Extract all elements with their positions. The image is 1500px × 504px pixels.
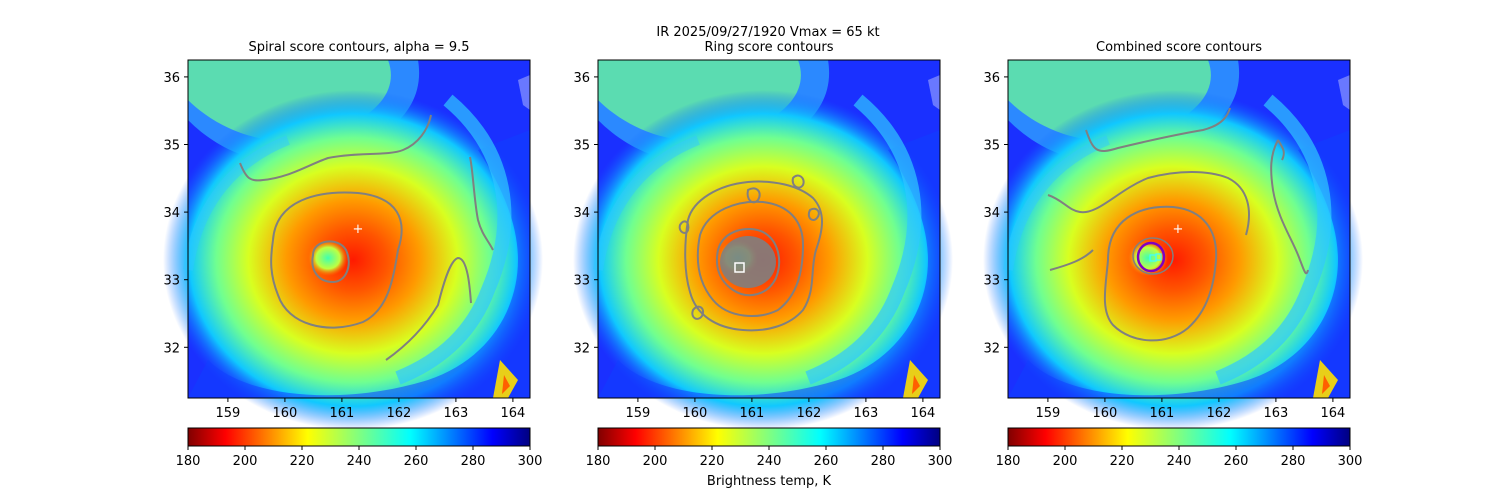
colorbar-tick-label: 180 (176, 454, 201, 469)
y-tick-label: 33 (983, 274, 1000, 289)
center-marker-square-2 (1155, 253, 1162, 261)
x-tick-label: 162 (796, 406, 821, 421)
x-tick-label: 162 (386, 406, 411, 421)
x-tick-label: 161 (739, 406, 764, 421)
axes-ticks: 159 160 161 162 163 164 32 33 34 35 36 (163, 71, 525, 421)
y-tick-label: 34 (983, 206, 1000, 221)
x-tick-label: 159 (215, 406, 240, 421)
colorbar-tick-label: 300 (518, 454, 543, 469)
colorbar-tick-label: 260 (814, 454, 839, 469)
panel-title: Ring score contours (704, 40, 833, 55)
ring-score-contours (678, 174, 823, 332)
x-tick-label: 160 (272, 406, 297, 421)
x-tick-label: 164 (1320, 406, 1345, 421)
colorbar-tick-label: 280 (871, 454, 896, 469)
axes-ticks: 159 160 161 162 163 164 32 33 34 35 36 (573, 71, 935, 421)
panel-spiral: Spiral score contours, alpha = 9.5 + 159… (163, 40, 543, 430)
colorbar-tick-label: 220 (1110, 454, 1135, 469)
y-tick-label: 32 (573, 341, 590, 356)
colorbar-tick-label: 300 (1338, 454, 1363, 469)
colorbar-tick-label: 260 (1224, 454, 1249, 469)
colorbar-tick-label: 240 (347, 454, 372, 469)
center-marker: + (353, 222, 364, 237)
colorbar-tick-label: 180 (996, 454, 1021, 469)
x-tick-label: 159 (625, 406, 650, 421)
colorbar-ticks: 180 200 220 240 260 280 300 (586, 446, 953, 469)
x-tick-label: 162 (1206, 406, 1231, 421)
axes-frame (1007, 59, 1351, 399)
y-tick-label: 33 (163, 274, 180, 289)
colorbar-gradient (187, 427, 531, 447)
center-marker: + (1173, 222, 1184, 237)
x-tick-label: 161 (329, 406, 354, 421)
colorbar-gradient (597, 427, 941, 447)
colorbar-2: 180 200 220 240 260 280 300 Brightness temp, K (586, 427, 953, 489)
colorbar-ticks: 180 200 220 240 260 280 300 (176, 446, 543, 469)
ring-contour-fill (720, 236, 776, 288)
combined-score-contours (1047, 107, 1309, 342)
x-tick-label: 163 (853, 406, 878, 421)
y-tick-label: 32 (983, 341, 1000, 356)
figure-title: IR 2025/09/27/1920 Vmax = 65 kt (656, 25, 879, 40)
panel-ring: Ring score contours 159 160 161 162 163 164 32… (573, 40, 953, 430)
y-tick-label: 35 (163, 139, 180, 154)
colorbar-3: 180 200 220 240 260 280 300 (996, 427, 1363, 469)
y-tick-label: 36 (163, 71, 180, 86)
colorbar-tick-label: 200 (233, 454, 258, 469)
x-tick-label: 163 (1263, 406, 1288, 421)
x-tick-label: 160 (1092, 406, 1117, 421)
panel-title: Spiral score contours, alpha = 9.5 (248, 40, 469, 55)
x-tick-label: 163 (443, 406, 468, 421)
axes-frame (187, 59, 531, 399)
panel-title: Combined score contours (1096, 40, 1262, 55)
colorbar-tick-label: 280 (1281, 454, 1306, 469)
colorbar-tick-label: 300 (928, 454, 953, 469)
panel-combined: Combined score contours + 159 160 161 162 16… (983, 40, 1363, 430)
colorbar-gradient (1007, 427, 1351, 447)
y-tick-label: 36 (983, 71, 1000, 86)
center-marker (734, 262, 745, 273)
colorbar-tick-label: 200 (1053, 454, 1078, 469)
colorbar-tick-label: 280 (461, 454, 486, 469)
colorbar-tick-label: 240 (1167, 454, 1192, 469)
x-tick-label: 164 (500, 406, 525, 421)
colorbar-1: 180 200 220 240 260 280 300 (176, 427, 543, 469)
x-tick-label: 160 (682, 406, 707, 421)
ring-marker (1136, 241, 1166, 273)
y-tick-label: 33 (573, 274, 590, 289)
colorbar-tick-label: 180 (586, 454, 611, 469)
colorbar-tick-label: 240 (757, 454, 782, 469)
x-tick-label: 161 (1149, 406, 1174, 421)
brightness-temp-heatmap (163, 60, 543, 430)
colorbar-ticks: 180 200 220 240 260 280 300 (996, 446, 1363, 469)
axes-ticks: 159 160 161 162 163 164 32 33 34 35 36 (983, 71, 1345, 421)
x-tick-label: 164 (910, 406, 935, 421)
colorbar-tick-label: 220 (700, 454, 725, 469)
y-tick-label: 34 (573, 206, 590, 221)
y-tick-label: 35 (573, 139, 590, 154)
inner-contour (1132, 237, 1174, 275)
spiral-score-contours (239, 114, 494, 361)
y-tick-label: 36 (573, 71, 590, 86)
y-tick-label: 35 (983, 139, 1000, 154)
brightness-temp-heatmap (983, 60, 1363, 430)
colorbar-label: Brightness temp, K (707, 474, 832, 489)
y-tick-label: 32 (163, 341, 180, 356)
colorbar-tick-label: 200 (643, 454, 668, 469)
axes-frame (597, 59, 941, 399)
colorbar-tick-label: 260 (404, 454, 429, 469)
y-tick-label: 34 (163, 206, 180, 221)
x-tick-label: 159 (1035, 406, 1060, 421)
colorbar-tick-label: 220 (290, 454, 315, 469)
